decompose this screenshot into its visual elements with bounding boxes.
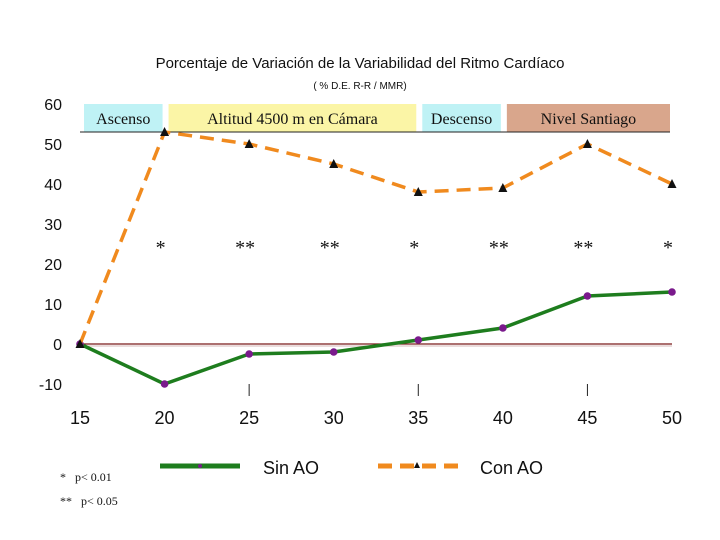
series-0-point	[329, 348, 338, 356]
series-1-point	[75, 339, 85, 348]
phase-band-2	[422, 104, 501, 132]
phase-label-2: Descenso	[431, 111, 492, 128]
significance-mark: **	[489, 237, 509, 259]
series-1-point	[582, 139, 592, 148]
chart-title: Porcentaje de Variación de la Variabilid…	[156, 55, 565, 72]
series-1-point	[329, 159, 339, 168]
significance-mark: *	[409, 237, 419, 259]
significance-mark: **	[573, 237, 593, 259]
series-0-point	[160, 380, 169, 388]
x-tick-label: 20	[155, 408, 175, 428]
y-tick-label: 30	[44, 217, 62, 234]
series	[75, 127, 677, 388]
series-0-point	[668, 288, 676, 296]
phase-band-3	[506, 104, 670, 132]
y-tick-label: 10	[44, 297, 62, 314]
legend: Sin AO Con AO	[160, 458, 543, 478]
phase-label-0: Ascenso	[96, 111, 150, 128]
axes: 60 50 40 30 20 10 0 -10 15 20 25 30 35 40 45 50	[39, 97, 682, 428]
y-tick-label: -10	[39, 377, 62, 394]
series-1-point	[244, 139, 254, 148]
phase-bands: Ascenso Altitud 4500 m en Cámara Descenso N…	[80, 104, 670, 133]
x-tick-label: 50	[662, 408, 682, 428]
series-0-point	[583, 292, 592, 300]
y-tick-label: 0	[53, 337, 62, 354]
significance-mark: *	[156, 237, 166, 259]
y-tick-label: 50	[44, 137, 62, 154]
legend-label-con-ao: Con AO	[480, 458, 543, 478]
series-1-point	[667, 179, 677, 188]
series-line-0	[79, 290, 673, 386]
phase-label-1: Altitud 4500 m en Cámara	[207, 111, 378, 128]
x-tick-label: 30	[324, 408, 344, 428]
phase-label-3: Nivel Santiago	[541, 111, 637, 128]
significance-marks: * ** ** * ** ** *	[156, 237, 673, 259]
y-tick-label: 20	[44, 257, 62, 274]
x-tick-label: 15	[70, 408, 90, 428]
series-0-point	[245, 350, 253, 358]
x-tick-label: 40	[493, 408, 513, 428]
series-line-1	[78, 130, 673, 345]
legend-marker-sin-ao	[198, 464, 202, 468]
footnote-p001: * p< 0.01	[60, 470, 112, 484]
phase-band-0	[84, 104, 163, 132]
series-1-point	[498, 183, 508, 192]
series-1-point	[413, 187, 423, 196]
phase-band-1	[168, 104, 417, 132]
x-tick-label: 35	[408, 408, 428, 428]
chart-subtitle: ( % D.E. R-R / MMR)	[313, 81, 406, 92]
significance-mark: *	[663, 237, 673, 259]
series-1-point	[160, 127, 170, 136]
series-0-point	[414, 336, 423, 344]
y-tick-label: 60	[44, 97, 62, 114]
y-tick-label: 40	[44, 177, 62, 194]
significance-mark: **	[320, 237, 340, 259]
significance-mark: **	[235, 237, 255, 259]
legend-label-sin-ao: Sin AO	[263, 458, 319, 478]
series-0-point	[499, 324, 507, 332]
x-tick-label: 45	[577, 408, 597, 428]
x-tick-label: 25	[239, 408, 259, 428]
footnote-p005: ** p< 0.05	[60, 494, 118, 508]
legend-marker-con-ao	[414, 462, 420, 468]
